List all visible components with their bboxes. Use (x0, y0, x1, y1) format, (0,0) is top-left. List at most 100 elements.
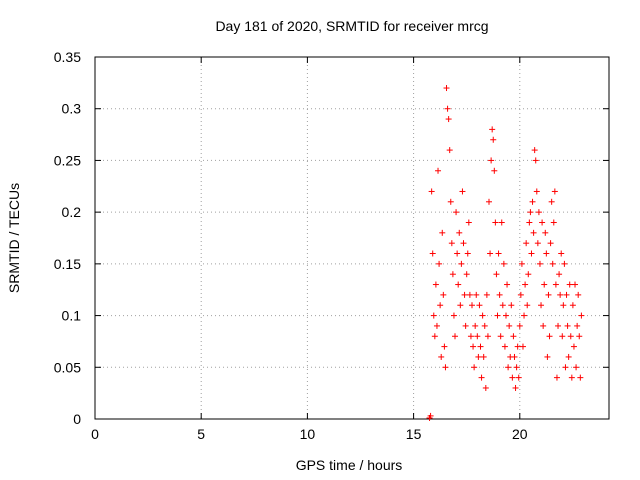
data-point (429, 250, 436, 257)
data-point (442, 364, 449, 371)
data-point (499, 302, 506, 309)
data-point (447, 198, 454, 205)
data-point (536, 260, 543, 267)
data-point (577, 374, 584, 381)
x-tick-label: 0 (91, 426, 99, 442)
x-tick-label: 15 (406, 426, 422, 442)
data-point (431, 333, 438, 340)
data-point (545, 291, 552, 298)
data-point (489, 126, 496, 133)
data-point (550, 219, 557, 226)
data-point (573, 364, 580, 371)
data-point (490, 136, 497, 143)
data-point (491, 167, 498, 174)
data-point (483, 291, 490, 298)
data-point (505, 364, 512, 371)
data-point (457, 302, 464, 309)
data-point (506, 322, 513, 329)
data-point (476, 302, 483, 309)
data-point (432, 281, 439, 288)
data-point (450, 312, 457, 319)
data-point (438, 353, 445, 360)
data-point (502, 312, 509, 319)
data-point (495, 250, 502, 257)
data-point (530, 229, 537, 236)
data-point (472, 322, 479, 329)
data-point (448, 240, 455, 247)
data-point (526, 219, 533, 226)
data-point (467, 333, 474, 340)
data-point (477, 343, 484, 350)
data-point (562, 364, 569, 371)
data-point (568, 374, 575, 381)
data-point (516, 322, 523, 329)
data-point (518, 260, 525, 267)
data-point (574, 322, 581, 329)
data-point (570, 343, 577, 350)
data-point (552, 281, 559, 288)
data-point (500, 260, 507, 267)
data-point (557, 291, 564, 298)
data-point (540, 322, 547, 329)
data-point (460, 240, 467, 247)
data-point (558, 250, 565, 257)
data-point (459, 188, 466, 195)
data-point (435, 167, 442, 174)
data-point (529, 198, 536, 205)
data-point (475, 353, 482, 360)
data-point (508, 302, 515, 309)
data-point (532, 157, 539, 164)
data-point (541, 281, 548, 288)
data-point (433, 322, 440, 329)
data-point (478, 374, 485, 381)
data-point (445, 116, 452, 123)
data-point (521, 312, 528, 319)
data-point (441, 343, 448, 350)
data-point (522, 281, 529, 288)
data-point (453, 209, 460, 216)
data-point (559, 333, 566, 340)
data-point (525, 271, 532, 278)
data-point (556, 271, 563, 278)
y-tick-label: 0.15 (54, 256, 81, 272)
data-point (563, 291, 570, 298)
data-point (527, 209, 534, 216)
data-point (446, 147, 453, 154)
data-point (454, 250, 461, 257)
data-point (548, 198, 555, 205)
y-axis-label: SRMTID / TECUs (6, 183, 22, 293)
data-point (542, 229, 549, 236)
y-tick-label: 0.35 (54, 49, 81, 65)
data-point (575, 291, 582, 298)
data-point (517, 291, 524, 298)
data-point (551, 188, 558, 195)
data-point (444, 105, 451, 112)
data-point (449, 271, 456, 278)
data-point (456, 229, 463, 236)
data-point (549, 260, 556, 267)
plot-frame (94, 56, 610, 420)
data-point (576, 333, 583, 340)
data-point (461, 291, 468, 298)
data-point (535, 209, 542, 216)
data-point (544, 353, 551, 360)
data-point (479, 312, 486, 319)
data-point (484, 333, 491, 340)
data-point (437, 302, 444, 309)
chart-title: Day 181 of 2020, SRMTID for receiver mrc… (215, 18, 488, 34)
data-point (553, 374, 560, 381)
data-point (480, 353, 487, 360)
points-layer (426, 85, 585, 421)
data-point (482, 384, 489, 391)
data-point (492, 219, 499, 226)
data-point (566, 281, 573, 288)
data-point (466, 291, 473, 298)
data-point (462, 322, 469, 329)
data-point (439, 229, 446, 236)
data-point (487, 250, 494, 257)
data-point (443, 85, 450, 92)
data-point (458, 260, 465, 267)
y-tick-label: 0.1 (62, 308, 82, 324)
data-point (469, 302, 476, 309)
